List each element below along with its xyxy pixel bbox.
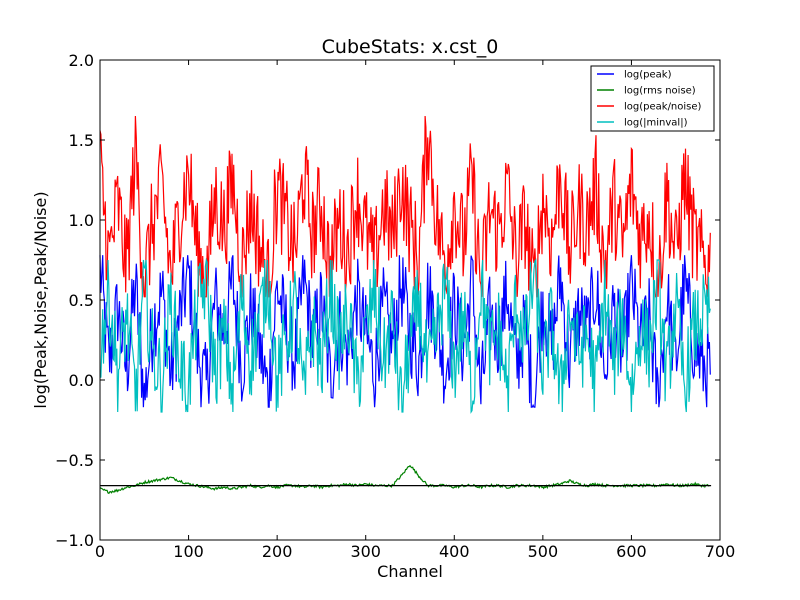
y-tick-label: 1.0 (69, 211, 94, 230)
x-tick-label: 200 (262, 542, 293, 561)
y-tick-label: 0.0 (69, 371, 94, 390)
legend-label: log(peak) (624, 70, 672, 81)
y-axis-label: log(Peak,Noise,Peak/Noise) (31, 191, 50, 408)
series-line-3 (99, 257, 711, 414)
y-tick-label: −1.0 (55, 531, 94, 550)
legend-label: log(|minval|) (624, 118, 688, 129)
x-axis-label: Channel (377, 562, 443, 581)
legend-label: log(rms noise) (624, 86, 696, 97)
y-tick-label: 1.5 (69, 131, 94, 150)
legend-box (590, 65, 715, 132)
series-lines (99, 115, 712, 495)
x-tick-label: 300 (350, 542, 381, 561)
x-tick-label: 0 (95, 542, 105, 561)
axis-ticks: 0 100 200 300 400 500 600 700 2.0 1.5 1.0 0.5 0.0 −0.… (55, 51, 735, 561)
x-tick-label: 100 (173, 542, 204, 561)
y-tick-label: 0.5 (69, 291, 94, 310)
legend: log(peak) log(rms noise) log(peak/noise) lo… (590, 65, 715, 132)
legend-label: log(peak/noise) (624, 102, 702, 113)
chart-title: CubeStats: x.cst_0 (322, 36, 499, 58)
x-tick-label: 500 (528, 542, 559, 561)
x-tick-label: 700 (705, 542, 736, 561)
x-tick-label: 400 (439, 542, 470, 561)
x-tick-label: 600 (616, 542, 647, 561)
y-tick-label: −0.5 (55, 451, 94, 470)
plot-area (100, 60, 720, 540)
y-tick-label: 2.0 (69, 51, 94, 70)
